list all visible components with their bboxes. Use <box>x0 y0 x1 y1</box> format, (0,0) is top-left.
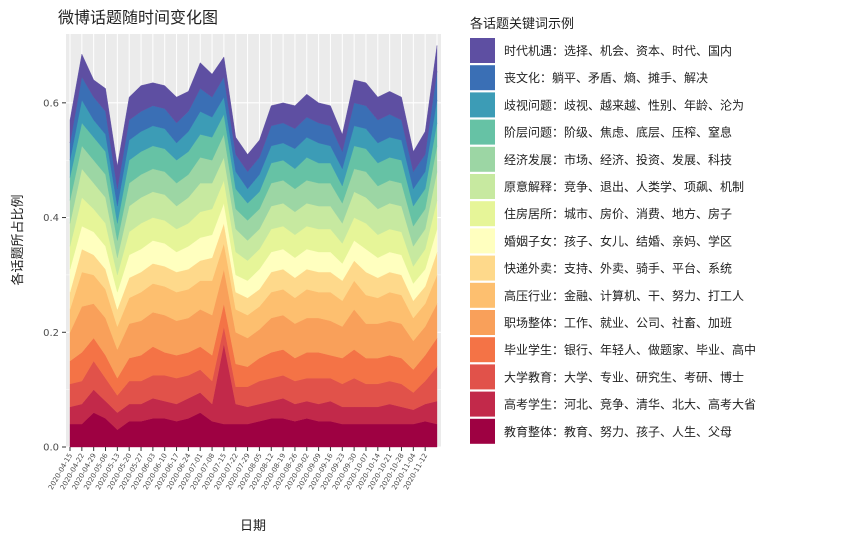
area-时代机遇 <box>69 45 438 189</box>
y-tick-label: 0.0 <box>43 443 59 454</box>
y-tick-label: 0.4 <box>43 213 59 224</box>
legend-key-经济发展 <box>470 146 495 172</box>
legend-key-阶层问题 <box>470 119 495 145</box>
legend-title: 各话题关键词示例 <box>470 16 574 32</box>
x-axis: 2020-04-152020-04-222020-04-292020-05-06… <box>47 447 429 491</box>
legend-label-歧视问题: 歧视问题：歧视、越来越、性别、年龄、沦为 <box>504 97 744 112</box>
legend-label-高考学生: 高考学生：河北、竞争、清华、北大、高考大省 <box>504 397 756 412</box>
legend-label-原意解释: 原意解释：竞争、退出、人类学、项飙、机制 <box>504 179 744 194</box>
legend-key-高压行业 <box>470 282 495 308</box>
y-tick-label: 0.6 <box>43 98 59 109</box>
legend-label-快递外卖: 快递外卖：支持、外卖、骑手、平台、系统 <box>504 261 732 276</box>
legend-label-经济发展: 经济发展：市场、经济、投资、发展、科技 <box>504 152 732 167</box>
legend-label-丧文化: 丧文化：躺平、矛盾、熵、摊手、解决 <box>504 70 708 85</box>
legend-key-毕业学生 <box>470 337 495 363</box>
legend-label-教育整体: 教育整体：教育、努力、孩子、人生、父母 <box>504 424 732 439</box>
y-axis-title: 各话题所占比例 <box>10 194 26 285</box>
legend-key-教育整体 <box>470 418 495 444</box>
legend-key-婚姻子女 <box>470 228 495 254</box>
stacked-areas <box>69 45 438 448</box>
legend-label-阶层问题: 阶层问题：阶级、焦虑、底层、压榨、窒息 <box>504 125 732 140</box>
y-tick-label: 0.2 <box>43 328 59 339</box>
legend-key-丧文化 <box>470 65 495 91</box>
legend-label-毕业学生: 毕业学生：银行、年轻人、做题家、毕业、高中 <box>504 342 756 357</box>
legend-label-住房居所: 住房居所：城市、房价、消费、地方、房子 <box>504 206 732 221</box>
legend-key-大学教育 <box>470 364 495 390</box>
legend: 时代机遇：选择、机会、资本、时代、国内丧文化：躺平、矛盾、熵、摊手、解决歧视问题… <box>470 38 756 444</box>
legend-key-时代机遇 <box>470 38 495 63</box>
legend-key-高考学生 <box>470 391 495 417</box>
chart-title: 微博话题随时间变化图 <box>58 8 218 27</box>
legend-label-高压行业: 高压行业：金融、计算机、干、努力、打工人 <box>504 288 744 303</box>
legend-key-歧视问题 <box>470 92 495 118</box>
legend-key-快递外卖 <box>470 255 495 281</box>
legend-label-婚姻子女: 婚姻子女：孩子、女儿、结婚、亲妈、学区 <box>504 233 732 248</box>
legend-label-职场整体: 职场整体：工作、就业、公司、社畜、加班 <box>504 315 732 330</box>
legend-key-住房居所 <box>470 201 495 227</box>
legend-label-大学教育: 大学教育：大学、专业、研究生、考研、博士 <box>504 369 744 384</box>
legend-key-原意解释 <box>470 174 495 199</box>
y-axis: 0.0 0.2 0.4 0.6 <box>43 98 66 454</box>
legend-label-时代机遇: 时代机遇：选择、机会、资本、时代、国内 <box>504 44 732 58</box>
x-axis-title: 日期 <box>240 519 266 534</box>
legend-key-职场整体 <box>470 310 495 335</box>
